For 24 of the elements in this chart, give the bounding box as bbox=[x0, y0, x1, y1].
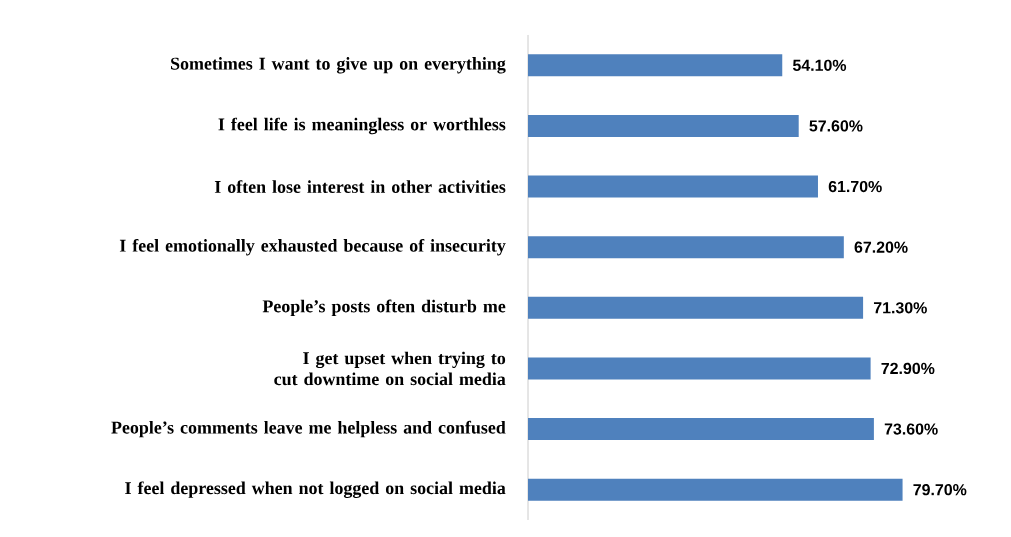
bar bbox=[528, 175, 818, 198]
bar bbox=[528, 357, 871, 380]
y-tick-label: I feel emotionally exhausted because of insecurity bbox=[119, 238, 506, 256]
data-label: 57.60% bbox=[809, 120, 863, 132]
y-tick-label: People’s posts often disturb me bbox=[262, 299, 506, 317]
data-label: 71.30% bbox=[873, 302, 927, 314]
y-tick-label: I get upset when trying to cut downtime on social media bbox=[274, 351, 506, 386]
y-tick-label: I often lose interest in other activities bbox=[214, 180, 506, 193]
y-tick-label: I feel life is meaningless or worthless bbox=[218, 117, 506, 135]
bar bbox=[528, 114, 799, 137]
bar bbox=[528, 478, 903, 501]
data-label: 67.20% bbox=[854, 241, 908, 253]
y-tick-label: I feel depressed when not logged on social media bbox=[125, 481, 506, 498]
y-tick-label: Sometimes I want to give up on everything bbox=[171, 57, 506, 74]
data-label: 79.70% bbox=[913, 484, 967, 496]
bar bbox=[528, 418, 874, 441]
data-label: 54.10% bbox=[792, 59, 847, 71]
bar bbox=[528, 236, 844, 259]
bar bbox=[528, 54, 783, 77]
bar bbox=[528, 296, 864, 319]
data-label: 72.90% bbox=[881, 362, 935, 375]
y-tick-label: People’s comments leave me helpless and confused bbox=[111, 420, 506, 438]
data-label: 73.60% bbox=[884, 423, 938, 435]
data-label: 61.70% bbox=[828, 180, 882, 193]
